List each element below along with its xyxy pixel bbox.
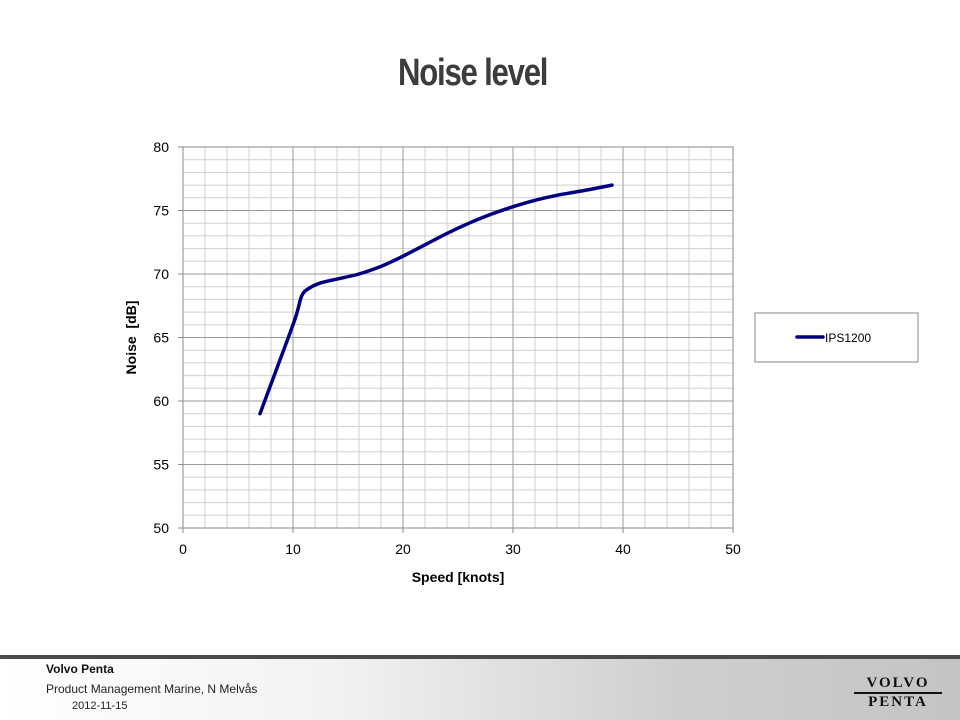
x-tick-label: 40 [615,541,631,557]
logo-bar [854,692,942,694]
y-tick-label: 55 [153,457,169,473]
y-tick-label: 65 [153,330,169,346]
y-tick-label: 80 [153,139,169,155]
y-tick-labels: 50 55 60 65 70 75 80 [153,139,183,536]
x-tick-label: 20 [395,541,411,557]
x-tick-label: 0 [179,541,187,557]
x-tick-label: 30 [505,541,521,557]
y-tick-label: 75 [153,203,169,219]
major-grid [183,147,733,528]
legend-box [754,312,919,363]
x-axis-label: Speed [knots] [412,569,505,585]
y-tick-label: 70 [153,266,169,282]
x-tick-label: 50 [725,541,741,557]
y-tick-label: 60 [153,393,169,409]
legend: IPS1200 [754,312,919,363]
y-axis-label: Noise [dB] [123,301,139,375]
footer-company: Volvo Penta [46,662,114,676]
volvo-penta-logo: VOLVO PENTA [848,676,948,710]
series-line-ips1200 [258,183,614,416]
logo-line-1: VOLVO [866,675,930,691]
legend-label-ips1200: IPS1200 [825,331,871,345]
x-tick-label: 10 [285,541,301,557]
footer-date: 2012-11-15 [72,700,128,712]
x-tick-labels: 0 10 20 30 40 50 [179,528,741,557]
noise-chart: 50 55 60 65 70 75 80 0 10 20 30 40 50 Speed [knots]… [123,139,919,585]
footer-department: Product Management Marine, N Melvås [46,682,258,696]
slide-title: Noise level [397,52,549,94]
footer-band [0,659,960,720]
logo-line-2: PENTA [868,694,928,710]
footer-divider [0,655,960,659]
y-tick-label: 50 [153,520,169,536]
